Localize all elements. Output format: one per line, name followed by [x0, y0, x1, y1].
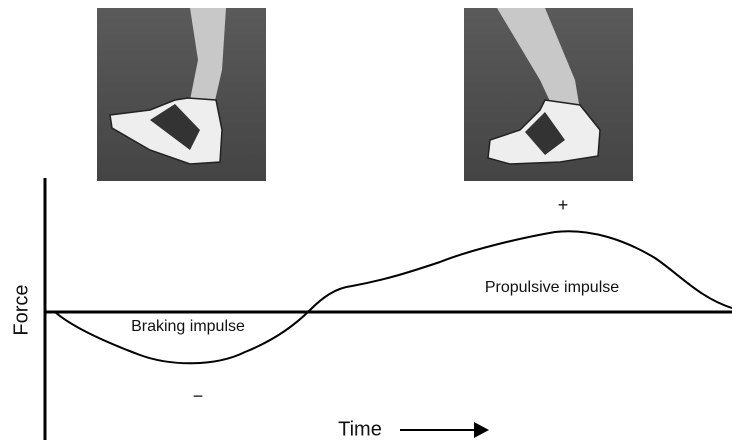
y-axis-label: Force	[10, 284, 32, 335]
x-axis-label: Time	[338, 418, 382, 440]
negative-sign: −	[193, 386, 204, 406]
positive-sign: +	[558, 195, 569, 215]
time-arrowhead	[474, 422, 489, 438]
braking-label: Braking impulse	[131, 318, 245, 335]
propulsive-label: Propulsive impulse	[485, 279, 619, 296]
photo-toe-off	[464, 8, 633, 181]
force-curve	[54, 230, 732, 365]
photo-heel-strike	[97, 8, 266, 181]
